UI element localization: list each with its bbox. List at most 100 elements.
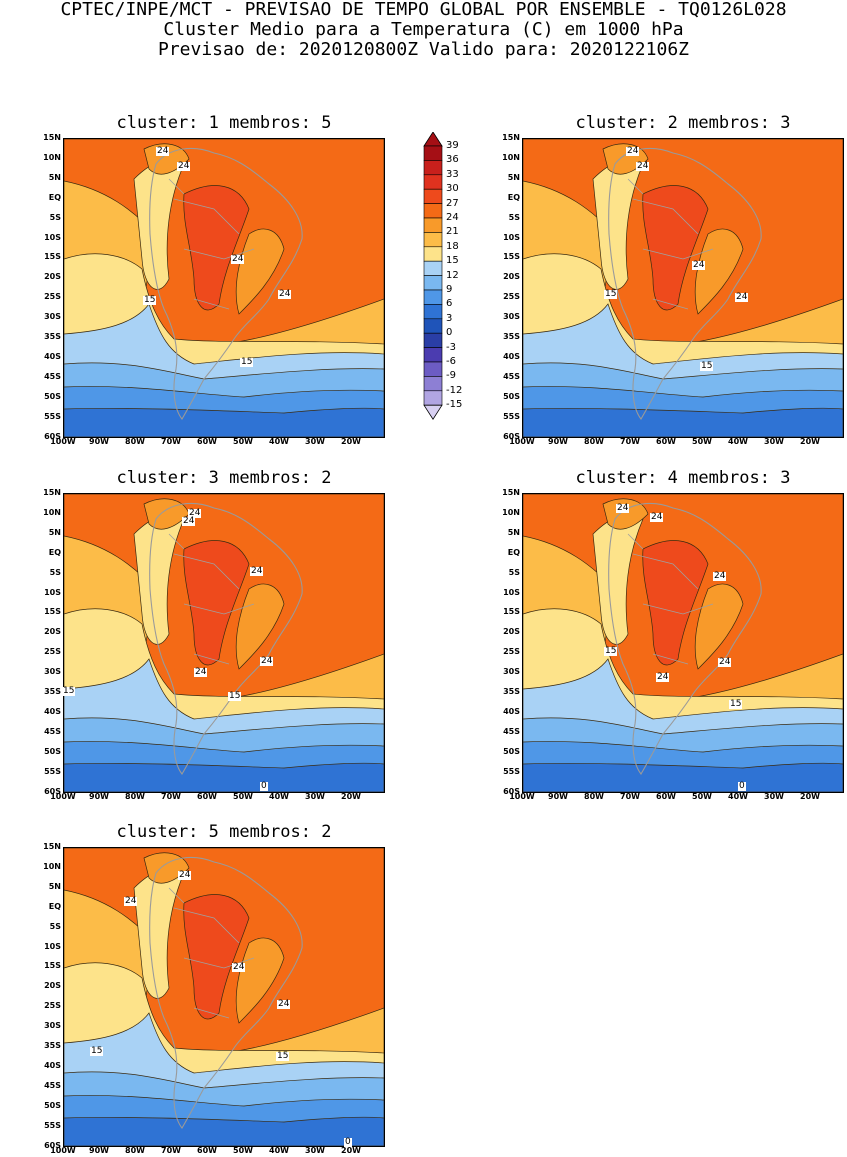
lat-tick-label: 30S (44, 1021, 61, 1031)
lat-tick-label: 40S (44, 1060, 61, 1070)
lon-tick-label: 70W (161, 1146, 181, 1155)
lat-tick-label: 5S (508, 567, 520, 577)
temperature-band-10 (235, 937, 285, 1024)
colorbar-swatch (423, 246, 443, 262)
colorbar-swatch (423, 390, 443, 406)
lat-tick-label: 10S (44, 232, 61, 242)
contour-label: 15 (700, 361, 714, 371)
colorbar-label: -15 (446, 399, 463, 411)
lat-tick-label: 45S (44, 1080, 61, 1090)
coastline (149, 147, 303, 420)
contour-label: 24 (656, 672, 670, 682)
country-borders (168, 533, 255, 665)
coastline (608, 502, 762, 775)
lat-tick-label: 20S (44, 981, 61, 991)
colorbar-swatch (423, 361, 443, 377)
lat-tick-label: 55S (44, 1120, 61, 1130)
temperature-band-8 (523, 762, 843, 792)
coastline (149, 502, 303, 775)
contour-label: 24 (692, 260, 706, 270)
lat-tick-label: 60S (44, 786, 61, 796)
lat-tick-label: 15S (44, 252, 61, 262)
country-borders (627, 533, 714, 665)
lon-tick-label: 60W (656, 437, 676, 446)
lon-tick-label: 40W (269, 437, 289, 446)
lon-tick-label: 100W (509, 792, 535, 801)
lat-tick-label: 25S (503, 647, 520, 657)
header-line-1: CPTEC/INPE/MCT - PREVISAO DE TEMPO GLOBA… (60, 0, 787, 20)
contour-label: 24 (260, 656, 274, 666)
country-borders (627, 178, 714, 310)
colorbar-swatch (423, 203, 443, 219)
contour-label: 24 (124, 896, 138, 906)
contour-label: 24 (277, 999, 291, 1009)
contour-label: 15 (62, 686, 76, 696)
lat-tick-label: EQ (507, 547, 520, 557)
lat-tick-label: 45S (503, 726, 520, 736)
lat-tick-label: 60S (44, 1140, 61, 1150)
lon-tick-label: 50W (692, 437, 712, 446)
lat-tick-label: 10S (44, 941, 61, 951)
colorbar-swatch (423, 174, 443, 190)
lon-tick-label: 20W (341, 792, 361, 801)
coastline (149, 856, 303, 1129)
lat-tick-label: 15N (43, 488, 61, 497)
contour-label: 15 (228, 691, 242, 701)
colorbar-label: 39 (446, 140, 459, 151)
colorbar-label: 27 (446, 197, 459, 209)
contour-label: 15 (276, 1051, 290, 1061)
lon-tick-label: 30W (764, 437, 784, 446)
lat-tick-label: 60S (503, 431, 520, 441)
lon-tick-label: 90W (89, 1146, 109, 1155)
colorbar-label: -12 (446, 384, 463, 396)
colorbar-swatch (423, 318, 443, 334)
header-line-3: Previsao de: 2020120800Z Valido para: 20… (157, 39, 689, 60)
colorbar-label: -9 (446, 370, 456, 382)
colorbar-label: 36 (446, 154, 459, 166)
colorbar-label: 15 (446, 255, 459, 267)
temperature-band-10 (694, 583, 744, 670)
lon-tick-label: 40W (728, 437, 748, 446)
temperature-band-9 (642, 540, 709, 666)
contour-label: 24 (626, 146, 640, 156)
colorbar-label: 9 (446, 284, 453, 295)
colorbar-swatch (423, 160, 443, 176)
lat-tick-label: 15N (43, 842, 61, 851)
lat-tick-label: 20S (44, 627, 61, 637)
lat-tick-label: 15N (502, 488, 520, 497)
contour-label: 15 (604, 646, 618, 656)
lon-tick-label: 40W (728, 792, 748, 801)
lat-tick-label: 35S (503, 687, 520, 696)
colorbar-label: 12 (446, 269, 459, 281)
contour-label: 24 (178, 870, 192, 880)
lat-tick-label: 20S (503, 627, 520, 637)
colorbar-swatch (423, 304, 443, 320)
lat-tick-label: 15S (44, 961, 61, 971)
colorbar-arrow-bottom (423, 404, 443, 420)
lat-tick-label: 5N (48, 172, 61, 182)
lon-tick-label: 40W (269, 792, 289, 801)
colorbar-swatch (423, 217, 443, 233)
lat-tick-label: 45S (503, 371, 520, 381)
colorbar-swatch (423, 232, 443, 248)
contour-label: 24 (188, 508, 202, 518)
lat-tick-label: 55S (503, 766, 520, 776)
lon-tick-label: 60W (197, 437, 217, 446)
temperature-band-8 (523, 407, 843, 437)
lon-tick-label: 100W (50, 1146, 76, 1155)
lat-tick-label: 40S (503, 351, 520, 361)
contour-label: 0 (260, 781, 268, 791)
temperature-band-9 (183, 894, 250, 1020)
panel-4-title: cluster: 4 membros: 3 (575, 468, 791, 488)
contour-label: 15 (90, 1046, 104, 1056)
header-line-2: Cluster Medio para a Temperatura (C) em … (163, 19, 684, 40)
map-panel-3 (63, 493, 385, 793)
colorbar-label: 0 (446, 327, 453, 339)
contour-label: 24 (713, 571, 727, 581)
lat-tick-label: 50S (44, 746, 61, 756)
lat-tick-label: 50S (503, 746, 520, 756)
lat-tick-label: 50S (44, 391, 61, 401)
lat-tick-label: 40S (44, 351, 61, 361)
lon-tick-label: 90W (548, 792, 568, 801)
lon-tick-label: 60W (197, 1146, 217, 1155)
